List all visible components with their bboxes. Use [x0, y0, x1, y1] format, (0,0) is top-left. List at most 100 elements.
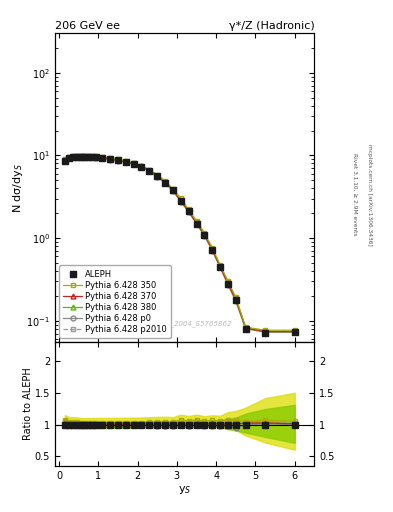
Pythia 6.428 380 — [263, 329, 268, 335]
Pythia 6.428 380 — [70, 154, 75, 160]
Pythia 6.428 380 — [86, 153, 91, 159]
Pythia 6.428 p2010 — [202, 231, 207, 237]
Pythia 6.428 p0 — [163, 180, 167, 186]
Text: Rivet 3.1.10, ≥ 2.9M events: Rivet 3.1.10, ≥ 2.9M events — [352, 153, 357, 236]
Pythia 6.428 370 — [171, 187, 175, 193]
Pythia 6.428 p2010 — [66, 155, 71, 161]
Pythia 6.428 p0 — [108, 157, 112, 163]
Pythia 6.428 380 — [292, 329, 297, 335]
Pythia 6.428 380 — [108, 156, 112, 162]
Pythia 6.428 370 — [163, 179, 167, 185]
Pythia 6.428 p2010 — [139, 163, 144, 169]
Pythia 6.428 370 — [233, 296, 238, 303]
Pythia 6.428 350 — [202, 230, 207, 236]
Pythia 6.428 350 — [78, 153, 83, 159]
Pythia 6.428 p0 — [74, 154, 79, 160]
Pythia 6.428 p0 — [90, 154, 95, 160]
ALEPH — [100, 155, 105, 161]
Pythia 6.428 380 — [116, 157, 120, 163]
Pythia 6.428 p0 — [186, 209, 191, 215]
Line: Pythia 6.428 370: Pythia 6.428 370 — [62, 154, 297, 334]
ALEPH — [218, 264, 222, 270]
Pythia 6.428 p0 — [263, 329, 268, 335]
Pythia 6.428 p2010 — [147, 167, 152, 174]
ALEPH — [90, 154, 95, 160]
Pythia 6.428 p2010 — [82, 153, 87, 159]
Pythia 6.428 380 — [139, 163, 144, 169]
Pythia 6.428 370 — [108, 156, 112, 162]
Pythia 6.428 p2010 — [178, 197, 183, 203]
ALEPH — [123, 159, 128, 165]
Pythia 6.428 350 — [86, 153, 91, 159]
Pythia 6.428 380 — [74, 153, 79, 159]
Pythia 6.428 370 — [243, 325, 248, 331]
Pythia 6.428 350 — [70, 153, 75, 159]
ALEPH — [194, 221, 199, 227]
ALEPH — [155, 173, 160, 179]
Pythia 6.428 370 — [226, 281, 230, 287]
Pythia 6.428 p2010 — [226, 279, 230, 285]
ALEPH — [263, 330, 268, 336]
Text: γ*/Z (Hadronic): γ*/Z (Hadronic) — [229, 21, 314, 31]
ALEPH — [210, 247, 215, 253]
Pythia 6.428 350 — [66, 154, 71, 160]
Pythia 6.428 350 — [116, 156, 120, 162]
Pythia 6.428 p0 — [147, 168, 152, 175]
Pythia 6.428 p0 — [70, 154, 75, 160]
ALEPH — [66, 155, 71, 161]
Pythia 6.428 p0 — [171, 188, 175, 194]
Pythia 6.428 p0 — [116, 158, 120, 164]
ALEPH — [108, 156, 112, 162]
Pythia 6.428 380 — [243, 325, 248, 331]
Pythia 6.428 350 — [123, 158, 128, 164]
Line: Pythia 6.428 p2010: Pythia 6.428 p2010 — [62, 154, 297, 334]
ALEPH — [202, 231, 207, 238]
Pythia 6.428 p0 — [66, 155, 71, 161]
ALEPH — [139, 164, 144, 170]
Pythia 6.428 370 — [94, 154, 99, 160]
Pythia 6.428 380 — [218, 263, 222, 269]
Pythia 6.428 370 — [123, 159, 128, 165]
Pythia 6.428 370 — [263, 329, 268, 335]
Pythia 6.428 380 — [147, 167, 152, 174]
Pythia 6.428 370 — [218, 263, 222, 269]
Pythia 6.428 p2010 — [86, 153, 91, 159]
Pythia 6.428 p2010 — [108, 156, 112, 162]
Pythia 6.428 370 — [70, 154, 75, 160]
Pythia 6.428 p2010 — [186, 207, 191, 214]
Pythia 6.428 p2010 — [90, 154, 95, 160]
Text: mcplots.cern.ch [arXiv:1306.3436]: mcplots.cern.ch [arXiv:1306.3436] — [367, 144, 373, 245]
ALEPH — [243, 326, 248, 332]
Pythia 6.428 350 — [62, 156, 67, 162]
Pythia 6.428 p2010 — [292, 328, 297, 334]
Pythia 6.428 370 — [78, 153, 83, 159]
Pythia 6.428 350 — [90, 153, 95, 159]
Line: Pythia 6.428 p0: Pythia 6.428 p0 — [62, 155, 297, 334]
Pythia 6.428 380 — [62, 157, 67, 163]
Pythia 6.428 380 — [163, 179, 167, 185]
ALEPH — [116, 157, 120, 163]
Pythia 6.428 370 — [186, 208, 191, 214]
Pythia 6.428 380 — [94, 154, 99, 160]
Pythia 6.428 350 — [82, 153, 87, 159]
Pythia 6.428 350 — [218, 262, 222, 268]
Pythia 6.428 p2010 — [163, 179, 167, 185]
Pythia 6.428 p0 — [243, 326, 248, 332]
Pythia 6.428 350 — [94, 153, 99, 159]
Pythia 6.428 370 — [292, 329, 297, 335]
Pythia 6.428 p0 — [100, 155, 105, 161]
Pythia 6.428 p2010 — [70, 154, 75, 160]
Pythia 6.428 p0 — [194, 221, 199, 227]
Pythia 6.428 380 — [123, 159, 128, 165]
ALEPH — [226, 281, 230, 287]
Pythia 6.428 350 — [263, 327, 268, 333]
Pythia 6.428 p2010 — [171, 186, 175, 193]
Pythia 6.428 380 — [202, 231, 207, 238]
Pythia 6.428 380 — [155, 173, 160, 179]
ALEPH — [233, 296, 238, 303]
Pythia 6.428 p0 — [82, 154, 87, 160]
Pythia 6.428 350 — [131, 160, 136, 166]
Legend: ALEPH, Pythia 6.428 350, Pythia 6.428 370, Pythia 6.428 380, Pythia 6.428 p0, Py: ALEPH, Pythia 6.428 350, Pythia 6.428 37… — [59, 265, 171, 338]
Pythia 6.428 380 — [131, 161, 136, 167]
Pythia 6.428 370 — [82, 153, 87, 159]
